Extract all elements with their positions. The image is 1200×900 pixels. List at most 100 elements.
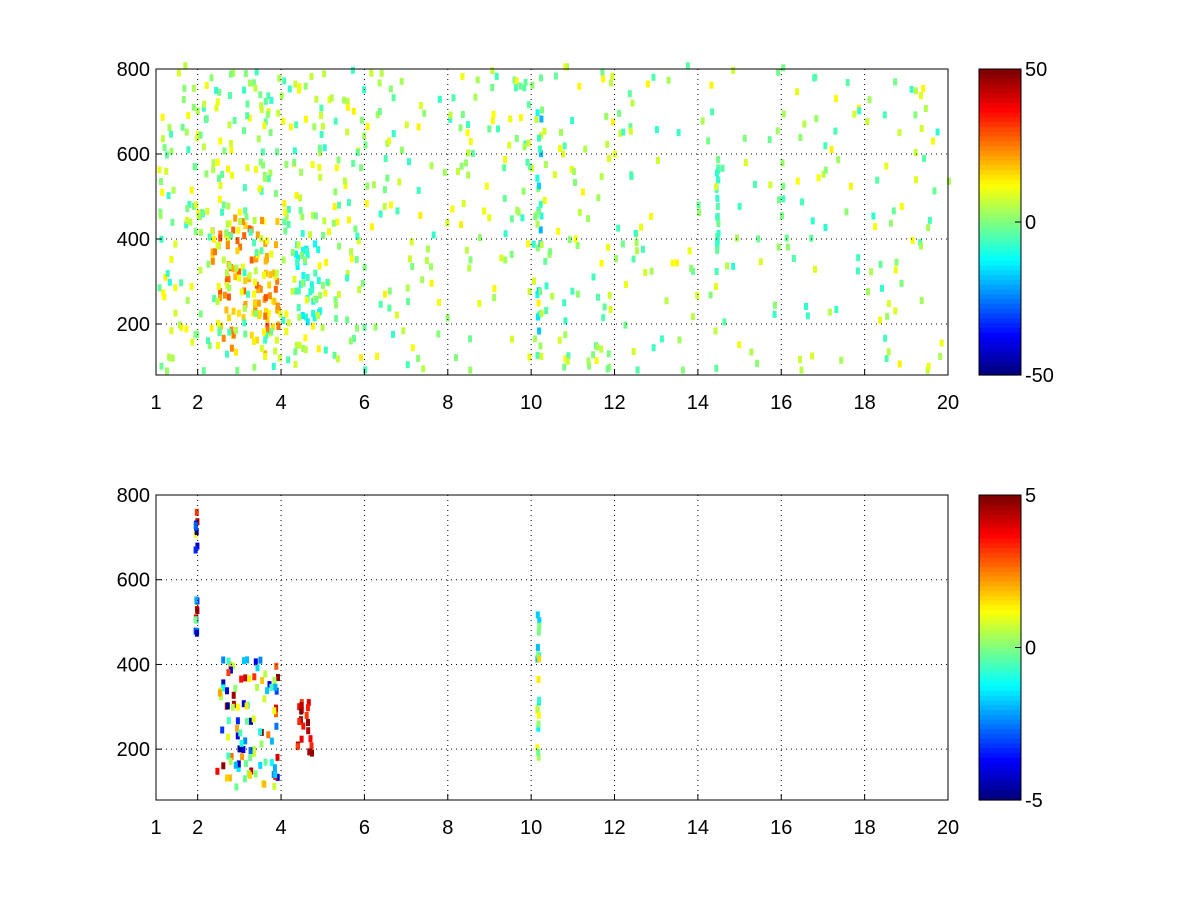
heatmap-cell [226, 657, 231, 665]
heatmap-cell [195, 134, 200, 142]
heatmap-cell [276, 109, 281, 117]
heatmap-cell [275, 302, 280, 310]
heatmap-cell [225, 350, 229, 358]
heatmap-cell [363, 366, 368, 374]
colorbar-segment [979, 222, 1021, 228]
heatmap-cell [477, 234, 482, 242]
heatmap-cell [202, 100, 207, 108]
colorbar-segment [979, 514, 1021, 520]
heatmap-cell [268, 169, 273, 177]
heatmap-cell [329, 94, 334, 102]
x-tick-label: 2 [192, 817, 203, 839]
heatmap-cell [198, 310, 203, 318]
heatmap-cell [274, 687, 279, 695]
heatmap-cell [562, 363, 567, 371]
heatmap-cell [357, 286, 362, 293]
heatmap-cell [548, 248, 553, 256]
colorbar-segment [979, 657, 1021, 663]
heatmap-cell [217, 195, 222, 203]
heatmap-cell [176, 69, 181, 77]
heatmap-cell [833, 127, 838, 135]
heatmap-cell [254, 249, 259, 257]
heatmap-cell [335, 355, 340, 363]
x-tick-label: 6 [359, 392, 370, 414]
heatmap-cell [317, 262, 322, 270]
heatmap-cell [300, 312, 305, 319]
colorbar-segment [979, 202, 1021, 209]
heatmap-cell [394, 311, 399, 319]
heatmap-cell [382, 203, 387, 210]
heatmap-cell [215, 98, 220, 106]
heatmap-cell [276, 674, 280, 681]
heatmap-cell [245, 164, 250, 172]
heatmap-cell [275, 148, 280, 156]
heatmap-cell [201, 143, 206, 151]
heatmap-cell [630, 99, 635, 107]
heatmap-cell [218, 294, 222, 302]
heatmap-cell [664, 297, 669, 305]
heatmap-cell [620, 240, 625, 248]
heatmap-cell [225, 234, 230, 242]
heatmap-cell [599, 259, 604, 267]
heatmap-cell [490, 117, 495, 125]
heatmap-cell [183, 62, 188, 70]
heatmap-cell [237, 745, 242, 753]
heatmap-cell [775, 127, 780, 135]
heatmap-cell [311, 212, 315, 219]
heatmap-cell [437, 298, 441, 306]
heatmap-cell [259, 102, 264, 110]
heatmap-cell [311, 322, 316, 330]
heatmap-cell [609, 79, 614, 87]
heatmap-cell [731, 262, 736, 270]
colorbar-segment [979, 121, 1021, 127]
colorbar-segment [979, 102, 1021, 108]
colorbar-segment [979, 695, 1021, 701]
heatmap-cell [221, 762, 226, 770]
heatmap-cell [639, 223, 644, 231]
heatmap-cell [294, 341, 299, 349]
heatmap-cell [487, 125, 492, 133]
heatmap-cell [883, 334, 888, 342]
heatmap-cell [623, 321, 628, 329]
heatmap-cell [305, 251, 310, 259]
colorbar-segment [979, 217, 1021, 223]
heatmap-cell [281, 316, 286, 324]
heatmap-cell [536, 299, 541, 307]
heatmap-cell [265, 237, 269, 245]
heatmap-cell [158, 212, 163, 220]
heatmap-cell [677, 336, 682, 344]
heatmap-cell [628, 127, 633, 135]
x-tick-label: 16 [770, 817, 792, 839]
heatmap-cell [715, 194, 720, 202]
heatmap-cell [218, 182, 223, 189]
colorbar-segment [979, 78, 1021, 84]
heatmap-cell [259, 106, 264, 114]
heatmap-cell [201, 104, 206, 112]
heatmap-cell [537, 182, 541, 190]
heatmap-cell [334, 164, 339, 172]
heatmap-cell [542, 196, 547, 204]
heatmap-cell [258, 761, 263, 769]
heatmap-cell [305, 247, 309, 255]
heatmap-cell [207, 233, 212, 241]
heatmap-cell [237, 268, 242, 276]
colorbar-segment [979, 317, 1021, 324]
heatmap-cell [242, 86, 247, 94]
heatmap-cell [332, 203, 337, 211]
heatmap-cell [225, 240, 230, 248]
heatmap-cell [523, 78, 528, 86]
heatmap-cell [254, 336, 259, 344]
heatmap-cell [575, 290, 580, 298]
heatmap-cell [537, 655, 542, 663]
heatmap-cell [269, 683, 274, 691]
heatmap-cell [301, 345, 306, 352]
colorbar: -5 0 5 [978, 485, 1043, 812]
heatmap-cell [263, 257, 268, 265]
colorbar-segment [979, 331, 1021, 338]
heatmap-cell [351, 159, 356, 167]
heatmap-cell [714, 268, 719, 275]
heatmap-cell [514, 135, 519, 142]
heatmap-cell [249, 717, 253, 725]
